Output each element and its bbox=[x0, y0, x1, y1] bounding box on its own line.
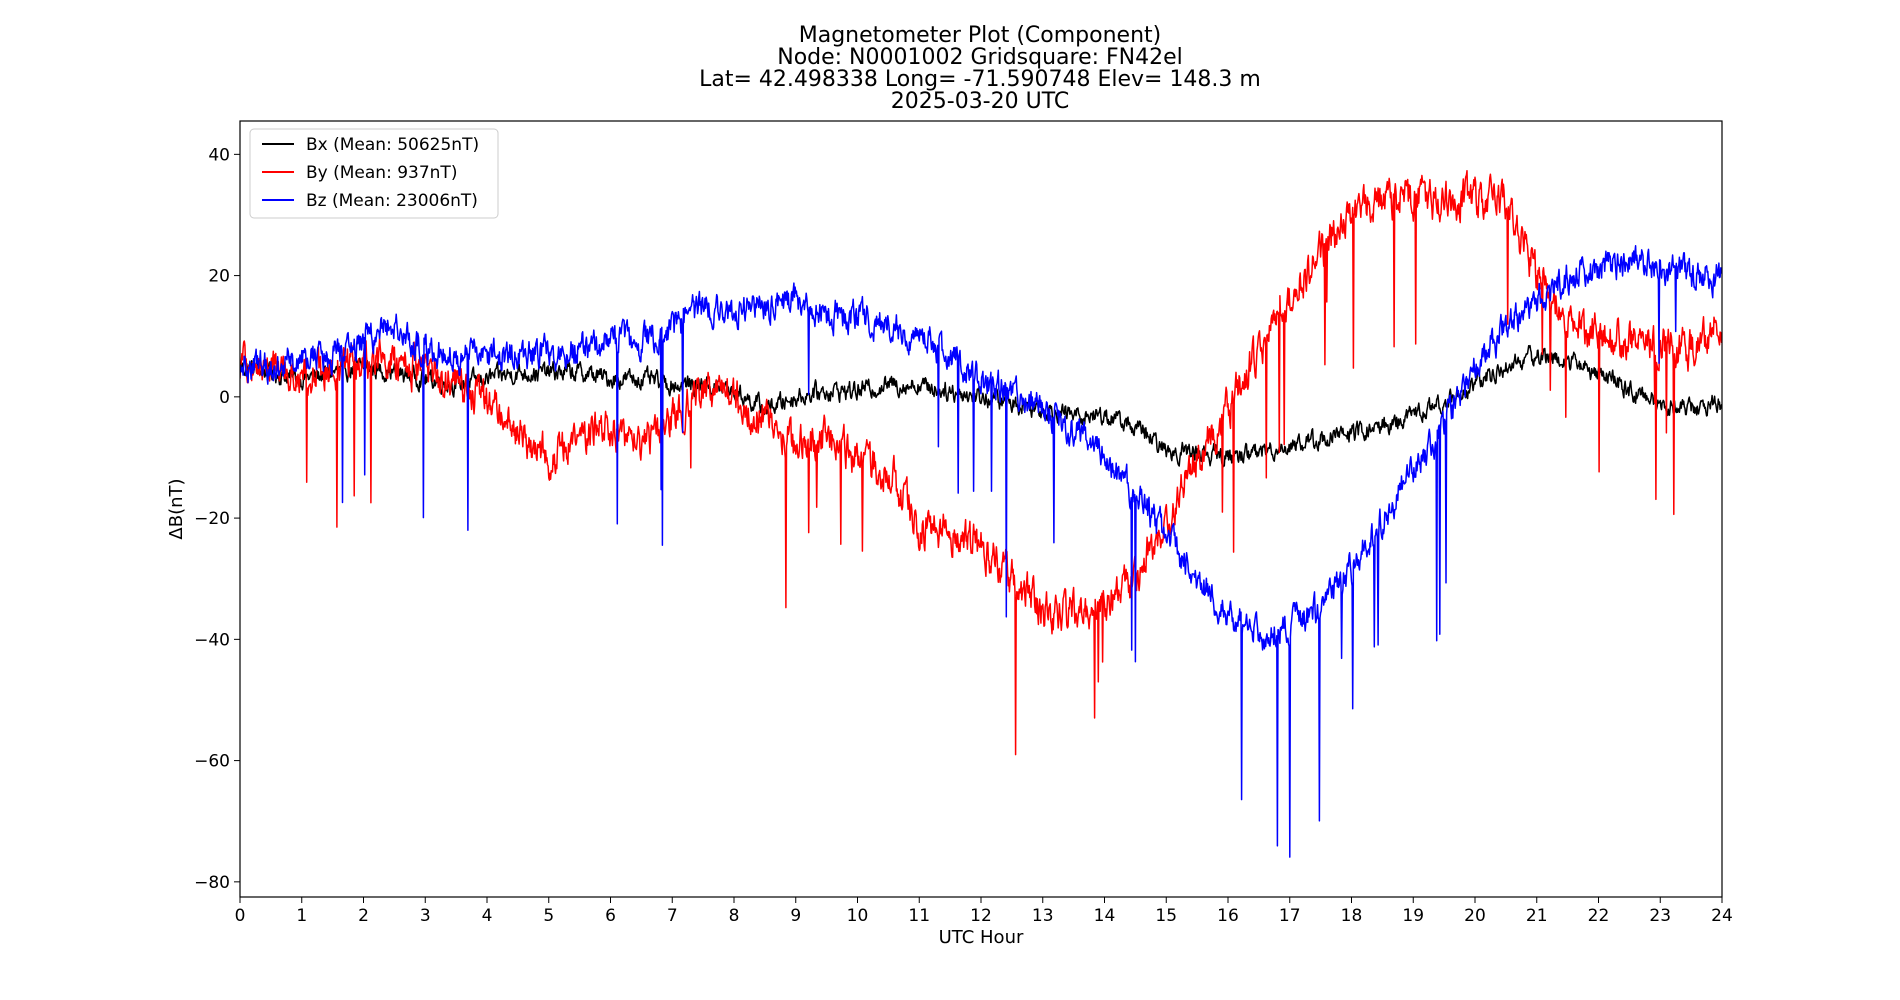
x-tick-label: 12 bbox=[970, 906, 992, 926]
y-tick-label: −60 bbox=[194, 752, 230, 772]
x-tick-label: 1 bbox=[296, 906, 307, 926]
legend-label-bx: Bx (Mean: 50625nT) bbox=[306, 135, 479, 155]
y-tick-label: −80 bbox=[194, 873, 230, 893]
x-tick-label: 18 bbox=[1341, 906, 1363, 926]
y-axis-ticks: −80 −60 −40 −20 0 20 40 bbox=[194, 145, 240, 893]
x-tick-label: 20 bbox=[1464, 906, 1486, 926]
x-tick-label: 7 bbox=[667, 906, 678, 926]
x-tick-label: 8 bbox=[729, 906, 740, 926]
x-tick-label: 4 bbox=[482, 906, 493, 926]
x-tick-label: 13 bbox=[1032, 906, 1054, 926]
legend-label-by: By (Mean: 937nT) bbox=[306, 163, 457, 183]
series-line-by bbox=[240, 169, 1722, 756]
y-tick-label: 40 bbox=[208, 145, 230, 165]
plot-frame bbox=[239, 120, 1723, 898]
x-tick-label: 9 bbox=[790, 906, 801, 926]
series-layer bbox=[240, 169, 1722, 858]
x-tick-label: 16 bbox=[1217, 906, 1239, 926]
y-tick-label: 0 bbox=[219, 388, 230, 408]
y-tick-label: 20 bbox=[208, 267, 230, 287]
legend-label-bz: Bz (Mean: 23006nT) bbox=[306, 191, 478, 211]
x-tick-label: 5 bbox=[543, 906, 554, 926]
x-tick-label: 19 bbox=[1402, 906, 1424, 926]
series-line-bz bbox=[240, 245, 1722, 858]
x-tick-label: 11 bbox=[908, 906, 930, 926]
x-tick-label: 21 bbox=[1526, 906, 1548, 926]
x-tick-label: 22 bbox=[1588, 906, 1610, 926]
y-axis-label: ΔB(nT) bbox=[166, 478, 187, 539]
x-axis-label: UTC Hour bbox=[939, 927, 1024, 948]
title-line-2: Node: N0001002 Gridsquare: FN42el bbox=[777, 45, 1183, 70]
x-tick-label: 0 bbox=[235, 906, 246, 926]
title-line-3: Lat= 42.498338 Long= -71.590748 Elev= 14… bbox=[699, 67, 1261, 92]
x-tick-label: 10 bbox=[847, 906, 869, 926]
y-tick-label: −40 bbox=[194, 630, 230, 650]
x-tick-label: 15 bbox=[1155, 906, 1177, 926]
title-line-1: Magnetometer Plot (Component) bbox=[799, 23, 1162, 48]
x-tick-label: 23 bbox=[1649, 906, 1671, 926]
x-tick-label: 14 bbox=[1094, 906, 1116, 926]
x-axis-ticks: 0 1 2 3 4 5 6 7 8 9 10 11 12 13 14 15 16 17 18 19 20 21 22 23 24 bbox=[235, 897, 1733, 926]
series-line-bx bbox=[240, 344, 1722, 468]
legend: Bx (Mean: 50625nT) By (Mean: 937nT) Bz (… bbox=[249, 128, 499, 219]
x-tick-label: 17 bbox=[1279, 906, 1301, 926]
x-tick-label: 24 bbox=[1711, 906, 1733, 926]
legend-box bbox=[249, 128, 499, 219]
x-tick-label: 3 bbox=[420, 906, 431, 926]
title-line-4: 2025-03-20 UTC bbox=[891, 89, 1069, 114]
y-tick-label: −20 bbox=[194, 509, 230, 529]
x-tick-label: 6 bbox=[605, 906, 616, 926]
x-tick-label: 2 bbox=[358, 906, 369, 926]
chart-title: Magnetometer Plot (Component) Node: N000… bbox=[699, 23, 1261, 114]
